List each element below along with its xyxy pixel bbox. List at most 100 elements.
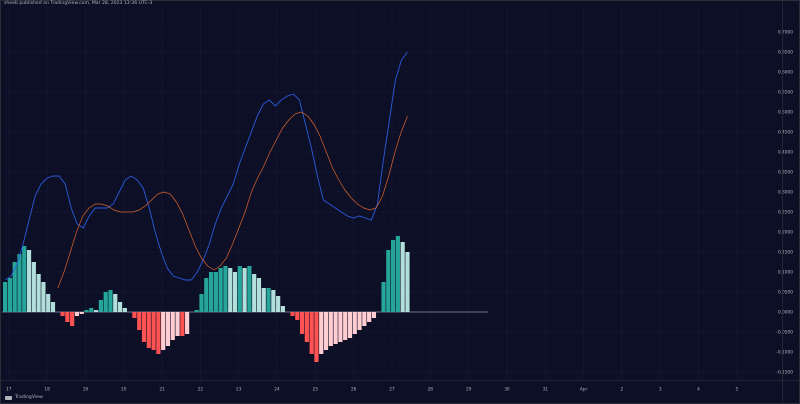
histogram-bar xyxy=(266,288,271,312)
histogram-bar xyxy=(271,290,276,312)
tradingview-brand-label: TradingView xyxy=(15,395,43,400)
histogram-bar xyxy=(280,306,286,312)
histogram-bar xyxy=(156,312,161,354)
histogram-bar xyxy=(347,312,353,338)
histogram-bar xyxy=(242,268,247,312)
histogram-bar xyxy=(395,236,400,312)
histogram-bar xyxy=(223,266,228,312)
x-tick-label: 18 xyxy=(44,387,50,393)
histogram-bar xyxy=(381,282,386,312)
histogram-bar xyxy=(390,240,396,312)
histogram-bar xyxy=(165,312,171,346)
histogram-bar xyxy=(36,274,41,312)
histogram-bar xyxy=(386,250,391,312)
x-tick-label: 20 xyxy=(121,387,127,393)
y-tick-label: 0.0500 xyxy=(778,290,793,296)
histogram-bar xyxy=(79,312,84,314)
x-tick-label: 27 xyxy=(389,387,395,393)
histogram-bar xyxy=(12,262,17,312)
histogram-bar xyxy=(22,246,27,312)
x-tick-label: 24 xyxy=(274,387,280,393)
histogram-bar xyxy=(218,268,223,312)
y-tick-label: 0.3000 xyxy=(778,190,793,196)
x-tick-label: 25 xyxy=(313,387,319,393)
histogram-bar xyxy=(46,294,51,312)
histogram-bar xyxy=(65,312,70,322)
histogram-bar xyxy=(405,252,410,312)
x-tick-label: 29 xyxy=(466,387,472,393)
x-tick-label: 21 xyxy=(159,387,165,393)
histogram-bar xyxy=(319,312,324,354)
histogram-bar xyxy=(252,274,257,312)
histogram-bar xyxy=(132,312,137,318)
histogram-bar xyxy=(261,288,266,312)
histogram-bar xyxy=(400,242,405,312)
tradingview-logo[interactable]: TradingView xyxy=(5,395,43,400)
x-tick-label: 2 xyxy=(621,387,624,393)
price-axis[interactable]: 0.7000 0.6500 0.6000 0.5500 0.5000 0.4500 0.40… xyxy=(776,0,793,404)
histogram-bar xyxy=(175,312,180,336)
publisher-info: sheeb published on TradingView.com, Mar … xyxy=(4,1,153,6)
y-tick-label: 0.6000 xyxy=(778,70,793,76)
x-tick-label: 3 xyxy=(659,387,662,393)
histogram-bar xyxy=(338,312,343,342)
y-tick-label: 0.5500 xyxy=(778,90,793,96)
histogram-bar xyxy=(314,312,319,362)
histogram-bar xyxy=(328,312,333,346)
y-tick-label: 0.6500 xyxy=(778,50,793,56)
y-tick-label: 0.7000 xyxy=(778,30,793,36)
histogram-bar xyxy=(117,302,123,312)
macd-line xyxy=(4,51,408,281)
histogram-bar xyxy=(299,312,305,334)
histogram-bar xyxy=(213,272,218,312)
x-tick-label: 23 xyxy=(236,387,242,393)
histogram-bar xyxy=(113,294,118,312)
signal-line xyxy=(57,111,408,289)
histogram-bar xyxy=(309,312,314,354)
y-tick-label: 0.2000 xyxy=(778,230,793,236)
x-tick-label: 30 xyxy=(504,387,510,393)
y-tick-label: -0.0500 xyxy=(776,330,793,336)
histogram-bar xyxy=(343,312,348,340)
histogram-bar xyxy=(141,312,147,342)
histogram-bar xyxy=(108,290,113,312)
histogram-bar xyxy=(352,312,357,334)
histogram xyxy=(3,236,410,362)
histogram-bar xyxy=(228,268,233,312)
y-tick-label: 0.5000 xyxy=(778,110,793,116)
x-tick-label: 17 xyxy=(6,387,12,393)
histogram-bar xyxy=(41,282,46,312)
x-tick-label: 19 xyxy=(83,387,89,393)
histogram-bar xyxy=(180,312,185,336)
time-axis[interactable]: 17 18 19 20 21 22 23 24 25 26 27 28 29 30 31 Apr 2 3 4 5 xyxy=(0,380,800,393)
tradingview-logo-icon xyxy=(5,395,12,400)
histogram-bar xyxy=(50,302,56,312)
y-tick-label: 0.1000 xyxy=(778,270,793,276)
x-tick-label: 22 xyxy=(198,387,204,393)
histogram-bar xyxy=(161,312,166,350)
histogram-bar xyxy=(208,272,214,312)
y-tick-label: -0.1000 xyxy=(776,350,793,356)
histogram-bar xyxy=(295,312,300,320)
histogram-bar xyxy=(290,312,295,316)
histogram-bar xyxy=(146,312,151,348)
histogram-bar xyxy=(98,300,103,312)
grid xyxy=(2,8,782,380)
indicator-lines xyxy=(4,51,408,289)
histogram-bar xyxy=(204,278,209,312)
histogram-bar xyxy=(199,294,204,312)
y-tick-label: 0.1500 xyxy=(778,250,793,256)
histogram-bar xyxy=(26,250,32,312)
histogram-bar xyxy=(103,292,108,312)
histogram-bar xyxy=(237,266,242,312)
histogram-bar xyxy=(31,262,36,312)
x-tick-label: 28 xyxy=(428,387,434,393)
y-tick-label: 0.2500 xyxy=(778,210,793,216)
histogram-bar xyxy=(17,254,22,312)
histogram-bar xyxy=(70,312,75,326)
y-tick-label: 0.4000 xyxy=(778,150,793,156)
histogram-bar xyxy=(194,310,199,312)
histogram-bar xyxy=(84,310,89,312)
x-tick-label: Apr xyxy=(580,387,588,393)
